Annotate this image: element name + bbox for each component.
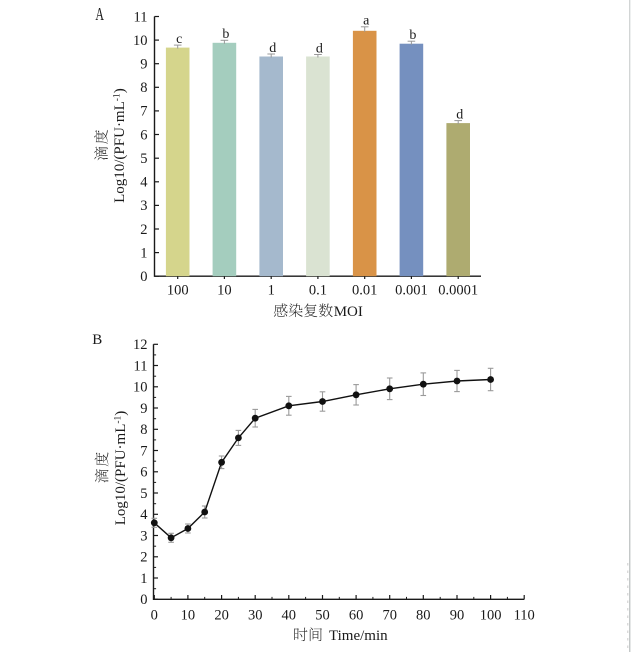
svg-text:Log10/(PFU·mL-1): Log10/(PFU·mL-1) — [113, 411, 129, 526]
svg-text:100: 100 — [480, 608, 502, 624]
svg-text:5: 5 — [140, 151, 147, 167]
svg-text:70: 70 — [382, 608, 397, 624]
svg-text:110: 110 — [514, 608, 535, 624]
svg-text:0.0001: 0.0001 — [438, 283, 478, 299]
svg-text:3: 3 — [140, 198, 147, 214]
svg-text:60: 60 — [349, 608, 364, 624]
svg-text:9: 9 — [140, 57, 147, 73]
svg-text:b: b — [222, 27, 229, 42]
svg-text:d: d — [316, 41, 323, 56]
svg-text:0: 0 — [140, 592, 147, 608]
svg-text:40: 40 — [282, 608, 297, 624]
svg-text:2: 2 — [140, 550, 147, 566]
svg-text:30: 30 — [248, 608, 263, 624]
svg-text:90: 90 — [450, 608, 465, 624]
svg-text:1: 1 — [140, 571, 147, 587]
svg-text:a: a — [363, 14, 370, 29]
svg-text:11: 11 — [134, 9, 148, 25]
svg-text:1: 1 — [268, 283, 275, 299]
svg-text:4: 4 — [140, 507, 148, 523]
svg-text:1: 1 — [140, 245, 147, 261]
svg-text:d: d — [269, 41, 276, 56]
svg-text:0.001: 0.001 — [395, 283, 428, 299]
svg-text:8: 8 — [140, 80, 147, 96]
svg-text:0: 0 — [151, 608, 158, 624]
svg-text:10: 10 — [181, 608, 196, 624]
svg-text:c: c — [176, 32, 182, 47]
svg-text:10: 10 — [133, 33, 148, 49]
svg-text:7: 7 — [140, 443, 147, 459]
svg-text:0: 0 — [140, 269, 147, 285]
svg-text:b: b — [409, 28, 416, 43]
svg-text:20: 20 — [214, 608, 229, 624]
svg-text:10: 10 — [217, 283, 232, 299]
svg-text:100: 100 — [167, 283, 189, 299]
svg-text:7: 7 — [140, 104, 147, 120]
svg-text:6: 6 — [140, 465, 147, 481]
svg-text:12: 12 — [133, 337, 148, 353]
svg-text:d: d — [456, 107, 463, 122]
svg-text:50: 50 — [315, 608, 330, 624]
svg-text:3: 3 — [140, 528, 147, 544]
svg-text:4: 4 — [140, 175, 148, 191]
svg-text:Time/min: Time/min — [329, 628, 388, 644]
svg-text:B: B — [92, 332, 102, 348]
svg-text:Log10/(PFU·mL-1): Log10/(PFU·mL-1) — [112, 88, 128, 203]
svg-text:0.01: 0.01 — [352, 283, 377, 299]
svg-text:A: A — [95, 5, 104, 25]
svg-text:9: 9 — [140, 401, 147, 417]
svg-text:80: 80 — [416, 608, 431, 624]
svg-text:6: 6 — [140, 127, 147, 143]
svg-text:8: 8 — [140, 422, 147, 438]
svg-text:5: 5 — [140, 486, 147, 502]
svg-text:10: 10 — [133, 380, 148, 396]
svg-text:11: 11 — [134, 358, 148, 374]
svg-text:MOI: MOI — [334, 304, 363, 320]
svg-text:2: 2 — [140, 222, 147, 238]
svg-text:0.1: 0.1 — [309, 283, 327, 299]
